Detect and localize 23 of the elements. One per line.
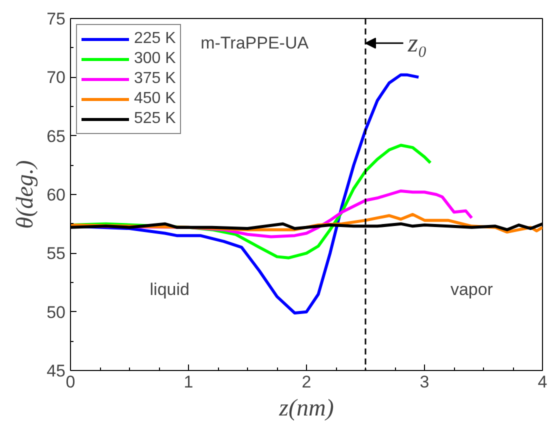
y-tick-label: 60 <box>46 186 66 204</box>
y-tick-label: 50 <box>46 302 66 322</box>
ref-line-label: z₀ <box>406 28 428 58</box>
y-tick-label: 55 <box>46 244 66 264</box>
x-axis-title: z(nm) <box>278 396 334 422</box>
legend-label: 225 K <box>134 30 176 48</box>
x-tick-label: 2 <box>302 372 312 392</box>
x-tick-label: 3 <box>420 372 430 392</box>
legend-label: 375 K <box>134 70 176 88</box>
y-tick-label: 70 <box>46 68 66 88</box>
legend-label: 450 K <box>134 90 176 108</box>
y-tick-label: 65 <box>46 126 66 146</box>
annotation: liquid <box>150 280 190 300</box>
x-tick-label: 0 <box>66 372 76 392</box>
legend-label: 300 K <box>134 50 176 68</box>
annotation: m-TraPPE-UA <box>200 34 310 53</box>
y-axis-title: θ(deg.) <box>12 160 39 229</box>
x-tick-label: 1 <box>184 372 194 392</box>
y-tick-label: 75 <box>46 10 66 28</box>
legend-label: 525 K <box>134 110 176 128</box>
y-tick-label: 45 <box>46 362 66 380</box>
x-tick-label: 4 <box>538 372 548 392</box>
annotation: vapor <box>450 280 494 300</box>
